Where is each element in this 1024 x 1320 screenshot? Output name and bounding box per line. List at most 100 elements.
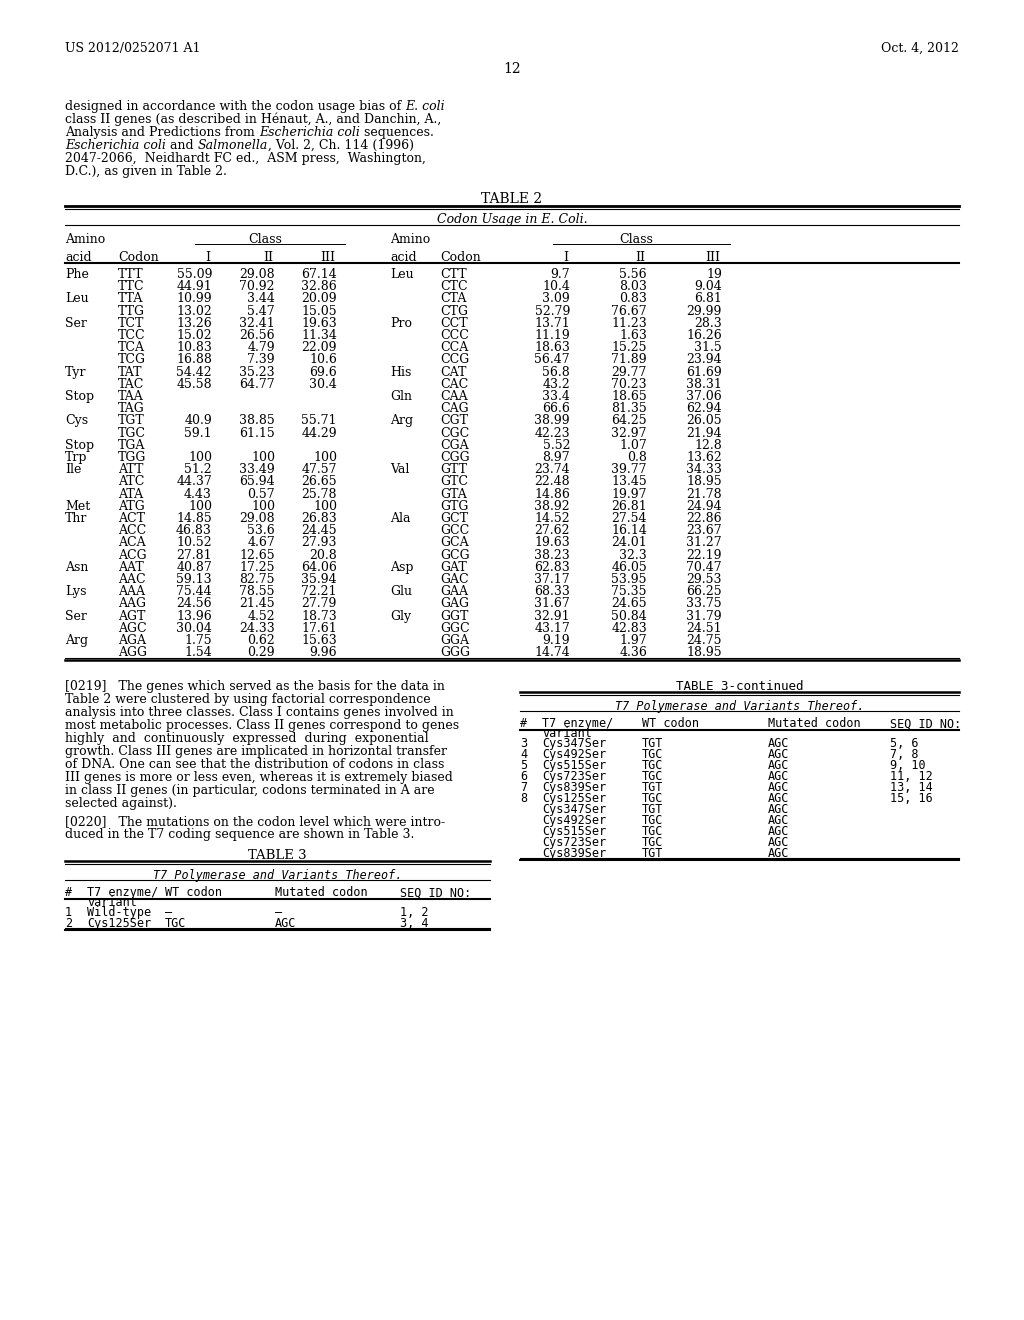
Text: TGC: TGC [642,759,664,772]
Text: 15.63: 15.63 [301,634,337,647]
Text: 5.47: 5.47 [248,305,275,318]
Text: TTC: TTC [118,280,144,293]
Text: 0.62: 0.62 [247,634,275,647]
Text: and: and [166,139,198,152]
Text: 5.52: 5.52 [543,438,570,451]
Text: 53.95: 53.95 [611,573,647,586]
Text: CTT: CTT [440,268,467,281]
Text: 13.02: 13.02 [176,305,212,318]
Text: Oct. 4, 2012: Oct. 4, 2012 [881,42,959,55]
Text: 21.78: 21.78 [686,487,722,500]
Text: 64.06: 64.06 [301,561,337,574]
Text: His: His [390,366,412,379]
Text: III: III [319,251,335,264]
Text: 100: 100 [313,451,337,465]
Text: 26.65: 26.65 [301,475,337,488]
Text: —: — [165,907,172,920]
Text: 10.6: 10.6 [309,354,337,367]
Text: Cys347Ser: Cys347Ser [542,738,606,750]
Text: ACG: ACG [118,549,146,561]
Text: 13.71: 13.71 [535,317,570,330]
Text: AGG: AGG [118,647,147,659]
Text: #: # [65,887,72,899]
Text: 22.48: 22.48 [535,475,570,488]
Text: 23.94: 23.94 [686,354,722,367]
Text: ACA: ACA [118,536,145,549]
Text: Escherichia coli: Escherichia coli [259,125,359,139]
Text: TTT: TTT [118,268,143,281]
Text: 24.45: 24.45 [301,524,337,537]
Text: 14.52: 14.52 [535,512,570,525]
Text: TGC: TGC [165,917,186,931]
Text: GTC: GTC [440,475,468,488]
Text: 70.92: 70.92 [240,280,275,293]
Text: D.C.), as given in Table 2.: D.C.), as given in Table 2. [65,165,227,178]
Text: 3.44: 3.44 [247,293,275,305]
Text: Ile: Ile [65,463,81,477]
Text: 4.67: 4.67 [247,536,275,549]
Text: CCC: CCC [440,329,469,342]
Text: 15.05: 15.05 [301,305,337,318]
Text: T7 enzyme/: T7 enzyme/ [87,887,159,899]
Text: Analysis and Predictions from: Analysis and Predictions from [65,125,259,139]
Text: 3: 3 [520,738,527,750]
Text: 25.78: 25.78 [301,487,337,500]
Text: 40.87: 40.87 [176,561,212,574]
Text: Gly: Gly [390,610,411,623]
Text: 22.19: 22.19 [686,549,722,561]
Text: 38.92: 38.92 [535,500,570,512]
Text: Trp: Trp [65,451,87,465]
Text: TABLE 2: TABLE 2 [481,191,543,206]
Text: 15.02: 15.02 [176,329,212,342]
Text: TAT: TAT [118,366,142,379]
Text: 81.35: 81.35 [611,403,647,416]
Text: 12.8: 12.8 [694,438,722,451]
Text: 69.6: 69.6 [309,366,337,379]
Text: , Vol. 2, Ch. 114 (1996): , Vol. 2, Ch. 114 (1996) [268,139,414,152]
Text: TTA: TTA [118,293,143,305]
Text: CCG: CCG [440,354,469,367]
Text: GAT: GAT [440,561,467,574]
Text: 32.91: 32.91 [535,610,570,623]
Text: 4: 4 [520,748,527,762]
Text: 40.9: 40.9 [184,414,212,428]
Text: 70.47: 70.47 [686,561,722,574]
Text: 66.6: 66.6 [542,403,570,416]
Text: Codon: Codon [440,251,480,264]
Text: TABLE 3: TABLE 3 [248,849,307,862]
Text: 75.35: 75.35 [611,585,647,598]
Text: 29.99: 29.99 [687,305,722,318]
Text: AGC: AGC [768,814,790,828]
Text: 35.94: 35.94 [301,573,337,586]
Text: 18.95: 18.95 [686,647,722,659]
Text: 4.79: 4.79 [248,341,275,354]
Text: AGC: AGC [768,781,790,795]
Text: 19.63: 19.63 [535,536,570,549]
Text: AAT: AAT [118,561,143,574]
Text: 0.8: 0.8 [627,451,647,465]
Text: Class: Class [248,234,282,246]
Text: Ser: Ser [65,610,87,623]
Text: 61.15: 61.15 [240,426,275,440]
Text: GAA: GAA [440,585,468,598]
Text: 9.96: 9.96 [309,647,337,659]
Text: AGC: AGC [118,622,146,635]
Text: Codon Usage in E. Coli.: Codon Usage in E. Coli. [436,213,588,226]
Text: 2047-2066,  Neidhardt FC ed.,  ASM press,  Washington,: 2047-2066, Neidhardt FC ed., ASM press, … [65,152,426,165]
Text: 67.14: 67.14 [301,268,337,281]
Text: TTG: TTG [118,305,145,318]
Text: 12: 12 [503,62,521,77]
Text: 34.33: 34.33 [686,463,722,477]
Text: TAC: TAC [118,378,144,391]
Text: 9.04: 9.04 [694,280,722,293]
Text: 65.94: 65.94 [240,475,275,488]
Text: #: # [520,717,527,730]
Text: 76.67: 76.67 [611,305,647,318]
Text: ATC: ATC [118,475,144,488]
Text: Pro: Pro [390,317,412,330]
Text: 4.36: 4.36 [620,647,647,659]
Text: Cys839Ser: Cys839Ser [542,781,606,795]
Text: TAA: TAA [118,389,143,403]
Text: 4.43: 4.43 [184,487,212,500]
Text: 24.94: 24.94 [686,500,722,512]
